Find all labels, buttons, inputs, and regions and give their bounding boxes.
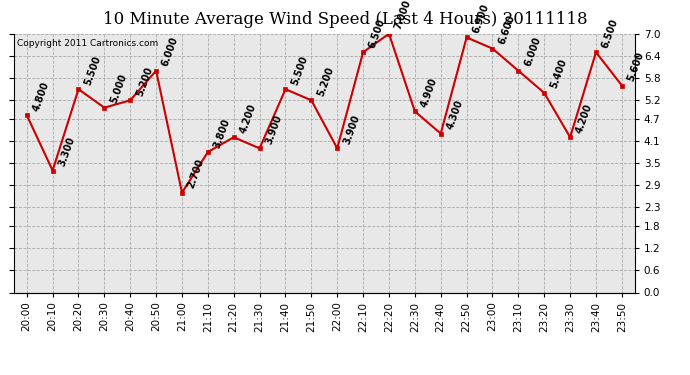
Text: 3.800: 3.800 bbox=[212, 117, 232, 149]
Text: 6.500: 6.500 bbox=[367, 17, 387, 50]
Text: 3.900: 3.900 bbox=[342, 113, 362, 146]
Text: 5.500: 5.500 bbox=[83, 54, 103, 86]
Text: 4.900: 4.900 bbox=[419, 76, 439, 109]
Text: 5.500: 5.500 bbox=[290, 54, 310, 86]
Text: 4.300: 4.300 bbox=[445, 99, 465, 131]
Text: 7.000: 7.000 bbox=[393, 0, 413, 31]
Text: 4.800: 4.800 bbox=[31, 80, 51, 112]
Text: 3.900: 3.900 bbox=[264, 113, 284, 146]
Text: 6.500: 6.500 bbox=[600, 17, 620, 50]
Text: 5.400: 5.400 bbox=[549, 58, 569, 90]
Text: 5.200: 5.200 bbox=[315, 65, 335, 98]
Text: 10 Minute Average Wind Speed (Last 4 Hours) 20111118: 10 Minute Average Wind Speed (Last 4 Hou… bbox=[103, 11, 587, 28]
Text: 5.000: 5.000 bbox=[108, 73, 128, 105]
Text: 2.700: 2.700 bbox=[186, 158, 206, 190]
Text: 5.200: 5.200 bbox=[135, 65, 155, 98]
Text: 6.600: 6.600 bbox=[497, 13, 517, 46]
Text: 5.600: 5.600 bbox=[626, 50, 646, 83]
Text: 4.200: 4.200 bbox=[574, 102, 594, 135]
Text: 4.200: 4.200 bbox=[238, 102, 258, 135]
Text: 3.300: 3.300 bbox=[57, 135, 77, 168]
Text: 6.000: 6.000 bbox=[522, 36, 542, 68]
Text: Copyright 2011 Cartronics.com: Copyright 2011 Cartronics.com bbox=[17, 39, 158, 48]
Text: 6.000: 6.000 bbox=[160, 36, 180, 68]
Text: 6.900: 6.900 bbox=[471, 2, 491, 34]
